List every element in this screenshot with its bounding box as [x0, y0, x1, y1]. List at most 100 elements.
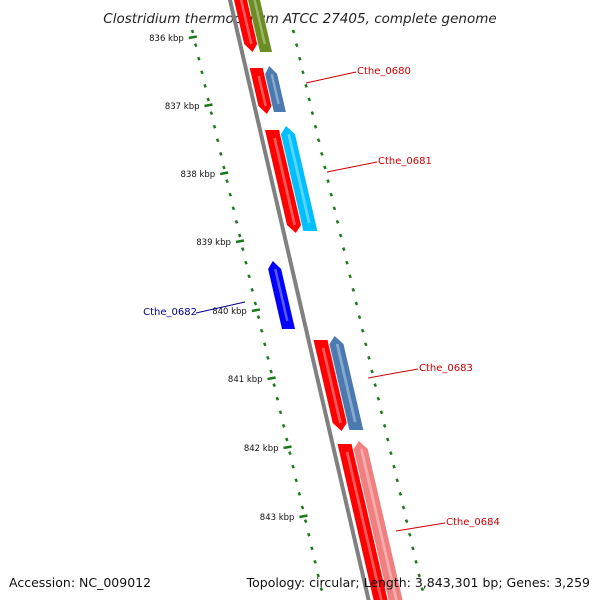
major-scale-tick — [251, 308, 261, 313]
genome-backbone — [227, 0, 371, 600]
gene-label-leader — [395, 522, 446, 532]
outer-scale-dot — [323, 165, 327, 170]
gene-0680 — [265, 66, 286, 112]
inner-scale-dot — [307, 532, 311, 537]
outer-scale-dot — [364, 342, 368, 347]
genome-summary-text: Topology: circular; Length: 3,843,301 bp… — [246, 575, 590, 590]
inner-scale-dot — [193, 43, 198, 48]
scale-tick-label: 841 kbp — [228, 375, 263, 385]
outer-scale-dot — [316, 138, 321, 143]
major-scale-tick — [283, 445, 292, 450]
gene-0683-body — [329, 336, 364, 430]
inner-scale-dot — [244, 260, 248, 265]
gene-0683 — [329, 336, 364, 430]
inner-scale-dot — [253, 301, 258, 306]
inner-scale-dot — [316, 573, 320, 578]
gene-olive-top-body — [247, 0, 273, 52]
gene-red-0681-body — [265, 130, 301, 233]
gene-0680-body — [265, 66, 286, 112]
outer-scale-dot — [414, 559, 418, 564]
inner-scale-dot — [203, 83, 207, 88]
gene-0684-highlight — [360, 448, 398, 600]
scale-tick-label: 842 kbp — [244, 444, 279, 454]
inner-scale-dot — [294, 478, 298, 483]
scale-tick-label: 840 kbp — [212, 307, 247, 317]
gene-label-cthe_0683[interactable]: Cthe_0683 — [419, 363, 473, 374]
outer-scale-dot — [357, 315, 362, 320]
gene-0682-highlight — [274, 268, 289, 322]
gene-red-0680-body — [249, 68, 272, 114]
outer-scale-dot — [332, 206, 337, 211]
outer-scale-dot — [376, 396, 381, 401]
outer-scale-dot — [342, 247, 346, 252]
gene-red-0683-body — [313, 340, 347, 431]
gene-0681 — [280, 126, 318, 231]
inner-scale-dot — [269, 369, 273, 374]
inner-scale-dot — [247, 274, 251, 279]
outer-scale-dot — [335, 219, 340, 224]
inner-scale-dot — [237, 233, 242, 238]
inner-scale-dot — [297, 491, 302, 496]
outer-scale-dot — [382, 423, 387, 428]
major-scale-tick — [188, 35, 198, 40]
outer-scale-dot — [373, 383, 377, 388]
outer-scale-dot — [411, 546, 415, 551]
gene-labels: Cthe_0680 Cthe_0681 Cthe_0682 Cthe_0683 Cthe… — [143, 66, 500, 532]
outer-scale-dot — [389, 451, 393, 456]
inner-scale-dot — [266, 355, 270, 360]
gene-label-leader — [326, 161, 378, 173]
gene-red-0681-highlight — [273, 137, 297, 226]
inner-scale-dot — [303, 519, 308, 524]
outer-scale-dot — [420, 587, 425, 592]
inner-scale-dot — [225, 179, 229, 184]
gene-label-cthe_0680[interactable]: Cthe_0680 — [357, 66, 411, 77]
outer-scale-dot — [367, 355, 371, 360]
inner-scale-dot — [212, 124, 217, 129]
inner-scale-dot — [263, 342, 267, 347]
major-scale-tick — [219, 171, 229, 176]
gene-0682 — [268, 261, 295, 329]
outer-scale-dot — [395, 478, 399, 483]
inner-scale-dot — [291, 464, 295, 469]
outer-scale-dot — [379, 410, 384, 415]
gene-red-0684-body — [337, 444, 388, 600]
major-scale-tick — [267, 376, 276, 381]
outer-scale-dot — [338, 233, 343, 238]
outer-scale-dot — [310, 111, 315, 116]
scale-tick-label: 843 kbp — [260, 513, 295, 523]
outer-scale-dot — [294, 43, 299, 48]
inner-scale-dot — [200, 70, 204, 75]
outer-scale-dot — [301, 70, 305, 75]
scale-tick-label: 838 kbp — [181, 170, 216, 180]
gene-red-0683-highlight — [321, 347, 342, 424]
gene-0680-highlight — [270, 73, 280, 105]
outer-scale-dot — [307, 97, 311, 102]
gene-label-cthe_0684[interactable]: Cthe_0684 — [446, 517, 500, 528]
inner-scale-dot — [310, 546, 314, 551]
outer-scale-dot — [348, 274, 352, 279]
inner-scale-dot — [197, 56, 201, 61]
inner-scale-dot — [209, 111, 214, 116]
gene-label-cthe_0682[interactable]: Cthe_0682 — [143, 307, 197, 318]
inner-scale-dot — [281, 423, 286, 428]
scale-tick-label: 836 kbp — [149, 34, 184, 44]
inner-scale-dot — [285, 437, 289, 442]
gene-label-leader — [195, 301, 246, 314]
scale-ticks: 836 kbp 837 kbp 838 kbp 839 kbp 840 kbp 841 k… — [149, 29, 425, 592]
outer-scale-dot — [298, 56, 302, 61]
gene-0684 — [353, 441, 403, 600]
gene-olive-top-highlight — [253, 0, 266, 45]
outer-scale-dot — [345, 260, 349, 265]
inner-scale-dot — [206, 97, 210, 102]
outer-scale-dot — [417, 573, 421, 578]
gene-label-cthe_0681[interactable]: Cthe_0681 — [378, 156, 432, 167]
gene-red-top — [234, 0, 258, 52]
gene-red-0683 — [313, 340, 347, 431]
outer-scale-dot — [320, 151, 324, 156]
inner-scale-dot — [215, 138, 220, 143]
outer-scale-dot — [354, 301, 359, 306]
scale-tick-label: 837 kbp — [165, 102, 200, 112]
outer-scale-dot — [291, 29, 296, 34]
gene-red-0684-highlight — [345, 451, 383, 600]
